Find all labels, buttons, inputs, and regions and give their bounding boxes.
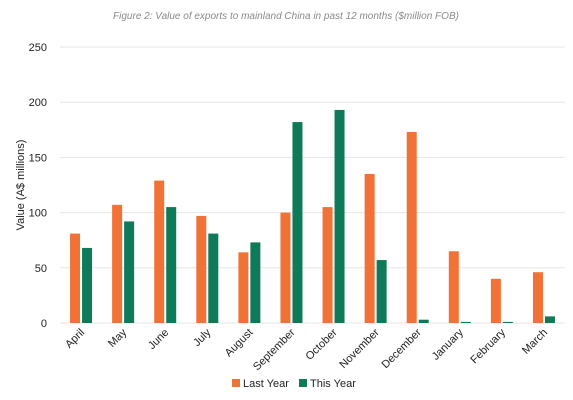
bar-this-year (334, 109, 345, 323)
bar-this-year (544, 316, 555, 323)
bar-this-year (502, 321, 513, 323)
bar-last-year (70, 233, 81, 323)
x-tick-label: September (251, 326, 298, 373)
bar-last-year (490, 278, 501, 323)
bar-last-year (532, 272, 543, 323)
x-tick-label: December (379, 326, 424, 371)
x-tick-label: October (304, 326, 340, 362)
bar-this-year (376, 260, 387, 323)
y-tick-label: 200 (29, 97, 47, 109)
bar-last-year (280, 212, 291, 323)
legend-label: Last Year (243, 378, 289, 390)
bar-this-year (292, 122, 303, 324)
bar-last-year (196, 215, 207, 323)
bar-last-year (238, 252, 249, 323)
bar-this-year (82, 247, 93, 323)
x-tick-label: February (468, 326, 508, 366)
x-tick-label: August (223, 327, 256, 360)
y-tick-label: 250 (29, 42, 47, 54)
bar-this-year (418, 319, 429, 323)
x-tick-label: May (106, 326, 130, 350)
x-tick-label: January (430, 326, 467, 363)
x-tick-label: July (191, 326, 214, 349)
y-tick-label: 50 (35, 263, 47, 275)
bars (70, 109, 555, 324)
bar-last-year (406, 132, 417, 323)
bar-this-year (250, 242, 261, 323)
bar-last-year (448, 251, 459, 323)
x-tick-label: March (520, 327, 550, 357)
bar-last-year (112, 204, 123, 323)
legend: Last Year This Year (232, 378, 356, 390)
y-tick-label: 0 (41, 318, 47, 330)
bar-this-year (460, 321, 471, 323)
bar-last-year (154, 180, 165, 323)
legend-label: This Year (310, 378, 356, 390)
x-tick-label: November (337, 326, 382, 371)
gridlines (60, 46, 565, 324)
bar-this-year (166, 207, 177, 323)
legend-swatch (232, 379, 240, 387)
bar-last-year (322, 207, 333, 323)
bar-this-year (208, 233, 219, 323)
x-tick-label: June (146, 327, 171, 352)
chart-title: Figure 2: Value of exports to mainland C… (113, 11, 459, 22)
y-axis-ticks: 0 50 100 150 200 250 (29, 42, 47, 330)
y-axis-label: Value (A$ millions) (15, 140, 27, 231)
bar-this-year (124, 221, 135, 323)
y-tick-label: 150 (29, 152, 47, 164)
legend-swatch (299, 379, 307, 387)
y-tick-label: 100 (29, 208, 47, 220)
x-tick-label: April (63, 327, 87, 351)
bar-last-year (364, 173, 375, 323)
